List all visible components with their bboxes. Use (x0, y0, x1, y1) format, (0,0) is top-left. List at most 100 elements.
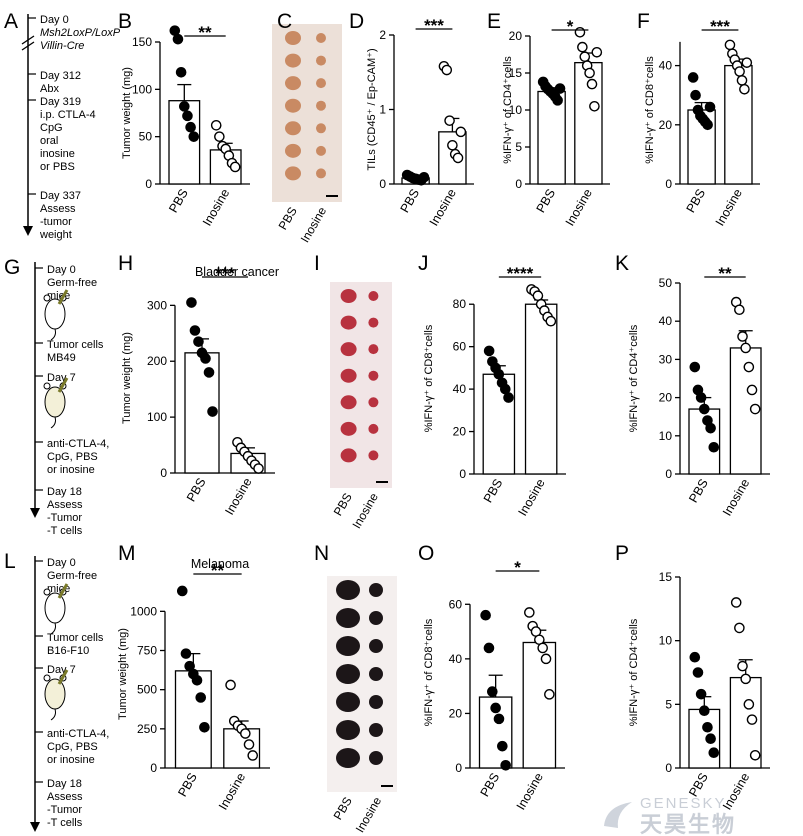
timeline-text: Day 312 (40, 70, 81, 82)
x-tick-label-k-0: PBS (686, 477, 711, 506)
tumor-pbs (340, 421, 357, 436)
data-point-b-0-4 (182, 110, 193, 122)
timeline-text: weight (39, 229, 72, 241)
tumor-pbs (340, 315, 357, 330)
tumor-pbs (336, 580, 360, 600)
data-point-p-1-2 (737, 660, 748, 672)
tumor-pbs (340, 289, 357, 303)
data-point-k-1-6 (749, 403, 761, 415)
timeline-text: or inosine (47, 754, 95, 766)
tumor-pbs (336, 636, 360, 656)
tumor-inosine (369, 639, 383, 653)
timeline-text: Tumor cells (47, 632, 104, 644)
y-tick-label-m-1: 250 (137, 722, 157, 736)
data-point-o-0-2 (487, 686, 498, 697)
data-point-e-1-5 (586, 78, 598, 90)
chart-j: 0 20 40 60 80 %IFN-γ⁺ of CD8⁺cells PBS Inosine *… (423, 264, 566, 518)
tumor-pbs (285, 31, 301, 45)
tumor-inosine (316, 123, 326, 134)
chart-title-h: Bladder cancer (195, 265, 279, 279)
timeline-text: Tumor cells (47, 339, 104, 351)
data-point-h-0-4 (200, 353, 211, 364)
panel-label-l: L (4, 550, 16, 573)
data-point-m-1-4 (240, 728, 251, 739)
axis-break (21, 41, 35, 51)
data-point-p-1-3 (740, 673, 752, 685)
y-tick-label-f-1: 20 (659, 118, 673, 132)
timeline-text: Villin-Cre (40, 40, 84, 52)
photo-background (272, 24, 342, 202)
data-point-k-1-3 (740, 342, 752, 354)
significance-f: *** (710, 17, 730, 36)
mouse-tail (50, 708, 56, 721)
data-point-b-0-3 (178, 101, 190, 112)
timeline-arrowhead (23, 226, 33, 236)
timeline-text: or PBS (40, 161, 75, 173)
watermark-text-1: GENESKY (640, 795, 727, 812)
timeline-text: Day 7 (47, 372, 76, 384)
y-tick-label-e-3: 15 (509, 66, 523, 80)
tumor-pbs (336, 692, 360, 712)
data-point-p-0-6 (708, 747, 720, 759)
data-point-b-0-5 (185, 121, 196, 133)
data-point-d-1-6 (455, 126, 467, 138)
data-point-k-0-6 (708, 441, 720, 453)
timeline-arrowhead (30, 822, 40, 832)
mouse-tail (50, 622, 56, 635)
timeline-text: Day 7 (47, 664, 76, 676)
significance-j: **** (507, 264, 534, 283)
data-point-p-1-1 (734, 622, 745, 634)
data-point-h-0-5 (203, 367, 215, 378)
timeline-text: -T cells (47, 525, 83, 537)
y-tick-label-p-3: 15 (659, 570, 673, 584)
x-tick-label-d-1: Inosine (427, 186, 459, 228)
y-tick-label-h-3: 300 (147, 298, 167, 312)
y-tick-label-j-4: 80 (453, 297, 467, 311)
data-point-h-0-2 (193, 336, 204, 347)
data-point-f-1-7 (741, 57, 753, 68)
x-tick-label-o-1: Inosine (514, 770, 546, 812)
data-point-e-1-7 (591, 46, 603, 58)
data-point-k-1-5 (746, 384, 758, 396)
y-tick-label-o-3: 60 (449, 597, 463, 611)
data-point-k-0-5 (705, 422, 716, 434)
chart-title-m: Melanoma (191, 557, 249, 571)
timeline-text: Germ-free (47, 570, 97, 582)
panel-label-f: F (637, 10, 650, 33)
data-point-o-0-6 (500, 759, 511, 771)
data-point-p-0-4 (702, 721, 713, 733)
tumor-inosine (369, 723, 383, 737)
bar-j-1 (524, 303, 558, 475)
data-point-e-0-7 (554, 83, 566, 94)
bar-m-0 (174, 670, 212, 769)
tumor-inosine (316, 168, 326, 179)
data-point-b-1-6 (229, 161, 241, 173)
data-point-d-0-6 (418, 171, 430, 183)
data-point-j-0-6 (503, 392, 514, 403)
syringe-icon (57, 377, 69, 393)
data-point-e-1-0 (574, 26, 586, 38)
y-axis-label-h: Tumor weight (mg) (121, 332, 133, 424)
y-tick-label-p-0: 0 (665, 761, 672, 775)
y-tick-label-b-2: 100 (132, 82, 152, 96)
y-tick-label-b-1: 50 (139, 130, 153, 144)
data-point-p-1-5 (746, 714, 758, 725)
chart-o: 0 20 40 60 %IFN-γ⁺ of CD8⁺cells PBS Inosine * (423, 558, 565, 812)
data-point-o-1-4 (537, 642, 548, 654)
data-point-p-1-0 (730, 597, 742, 608)
tumor-pbs (285, 121, 301, 136)
data-point-d-1-1 (441, 64, 453, 76)
data-point-d-1-2 (444, 115, 455, 126)
x-tick-label-k-1: Inosine (720, 476, 752, 518)
data-point-b-0-0 (169, 25, 181, 36)
data-point-f-1-6 (739, 83, 750, 95)
tumor-inosine (368, 344, 379, 355)
y-tick-label-j-2: 40 (453, 382, 467, 396)
data-point-f-1-4 (734, 66, 745, 77)
timeline-text: Day 0 (40, 14, 69, 26)
timeline-text: Abx (40, 83, 59, 95)
